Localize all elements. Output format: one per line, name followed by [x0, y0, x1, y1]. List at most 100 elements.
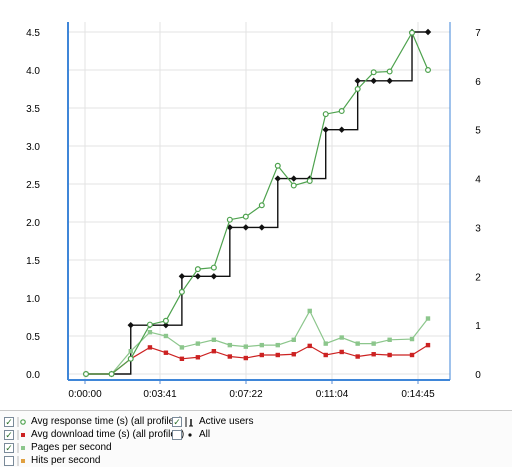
data-point — [387, 352, 392, 358]
square-marker-icon — [17, 455, 27, 466]
square-marker-icon — [17, 442, 27, 453]
data-point — [323, 352, 328, 358]
plot-background — [68, 22, 450, 380]
data-point — [307, 343, 312, 349]
legend-item-all[interactable]: All — [172, 428, 210, 441]
data-point — [339, 335, 344, 340]
grid-layer — [68, 22, 450, 380]
x-tick-label: 0:11:04 — [316, 389, 349, 400]
square-marker-icon — [17, 455, 25, 466]
data-point — [210, 273, 218, 280]
tick-labels: 0.0 0.5 1.0 1.5 2.0 2.5 3.0 3.5 4.0 4.5 0 1 2 3 4 5 6 7 0:… — [26, 28, 481, 400]
data-point — [370, 77, 377, 85]
square-marker-icon — [17, 429, 25, 440]
data-point — [322, 126, 329, 133]
data-point — [147, 345, 153, 350]
data-point — [409, 336, 415, 342]
data-point — [339, 349, 344, 355]
data-point — [243, 344, 249, 349]
data-point — [371, 352, 376, 357]
legend-label: Avg response time (s) (all profiles) — [31, 416, 183, 427]
y-right-tick-label: 4 — [475, 175, 481, 186]
series-layer — [82, 28, 432, 378]
legend-item-avg-download[interactable]: ✓ Avg download time (s) (all profiles) — [4, 428, 184, 441]
x-tick-label: 0:14:45 — [401, 389, 435, 400]
data-point — [194, 273, 202, 280]
legend-item-hits-per-second[interactable]: Hits per second — [4, 454, 100, 467]
data-point — [195, 341, 201, 346]
data-point — [425, 342, 431, 348]
data-point — [162, 317, 169, 324]
data-point — [354, 85, 361, 92]
data-point — [163, 350, 169, 355]
data-point — [211, 337, 217, 342]
y-left-tick-label: 3.5 — [26, 104, 40, 115]
data-point — [274, 162, 281, 169]
data-point — [195, 355, 201, 360]
checkbox[interactable]: ✓ — [172, 416, 182, 427]
data-point — [127, 355, 134, 362]
swatch-marker — [21, 445, 25, 450]
data-point — [227, 354, 233, 359]
data-point — [386, 77, 393, 85]
x-tick-label: 0:07:22 — [229, 389, 263, 400]
y-right-tick-label: 0 — [475, 370, 481, 381]
data-point — [178, 288, 185, 295]
data-point — [291, 337, 296, 342]
data-point — [179, 356, 185, 361]
data-point — [323, 341, 328, 346]
data-point — [290, 182, 297, 189]
dot-marker-icon — [185, 430, 195, 440]
checkbox[interactable]: ✓ — [4, 416, 14, 427]
checkbox[interactable] — [4, 455, 14, 466]
y-right-tick-label: 5 — [475, 126, 481, 137]
data-point — [425, 66, 432, 73]
checkbox[interactable] — [172, 429, 182, 440]
square-marker-icon — [17, 442, 25, 453]
user-bar-icon — [185, 416, 195, 427]
data-point — [259, 352, 264, 358]
checkbox[interactable]: ✓ — [4, 442, 14, 453]
checkbox[interactable]: ✓ — [4, 429, 14, 440]
data-point — [387, 337, 392, 342]
legend-panel: ✓ Avg response time (s) (all profiles) ✓… — [0, 410, 512, 467]
x-tick-label: 0:00:00 — [68, 389, 102, 400]
data-point — [82, 371, 89, 378]
data-point — [355, 341, 360, 346]
data-point — [371, 341, 376, 346]
data-point — [322, 111, 329, 118]
data-point — [259, 342, 264, 348]
y-left-tick-label: 2.0 — [26, 218, 40, 229]
data-point — [424, 28, 432, 36]
data-point — [146, 321, 153, 328]
data-point — [210, 264, 217, 271]
data-point — [354, 77, 361, 85]
data-point — [242, 224, 250, 231]
series-avg-response-time-s-all-profiles — [82, 29, 432, 378]
data-point — [275, 352, 280, 358]
swatch-marker — [21, 432, 25, 437]
legend-item-active-users[interactable]: ✓ Active users — [172, 415, 253, 428]
swatch-marker — [20, 418, 26, 425]
data-point — [370, 69, 377, 76]
data-point — [306, 177, 313, 184]
y-left-tick-label: 1.0 — [26, 294, 40, 305]
circle-marker-icon — [17, 416, 27, 427]
legend-label: All — [199, 429, 211, 440]
data-point — [108, 371, 115, 378]
legend-label: Active users — [199, 416, 254, 427]
data-point — [338, 108, 345, 115]
y-right-tick-label: 3 — [475, 223, 481, 234]
data-point — [258, 224, 265, 231]
data-point — [386, 68, 393, 75]
data-point — [338, 126, 345, 133]
data-point — [128, 349, 133, 354]
data-point — [425, 316, 431, 321]
data-point — [227, 342, 233, 348]
y-left-tick-label: 4.5 — [26, 28, 40, 39]
y-left-tick-label: 4.0 — [26, 66, 40, 77]
user-bar-icon — [185, 416, 193, 427]
data-point — [178, 273, 186, 280]
legend-item-pages-per-second[interactable]: ✓ Pages per second — [4, 441, 112, 454]
legend-item-avg-response[interactable]: ✓ Avg response time (s) (all profiles) — [4, 415, 183, 428]
